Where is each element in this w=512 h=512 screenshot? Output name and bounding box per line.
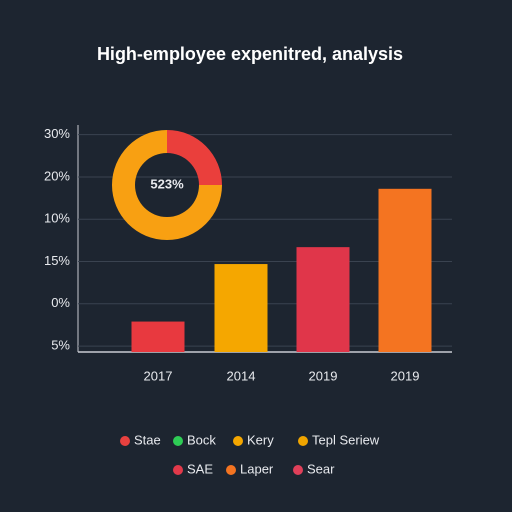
bar xyxy=(214,264,268,352)
donut-slice xyxy=(112,130,222,240)
x-tick-label: 2017 xyxy=(144,368,173,383)
legend-swatch xyxy=(173,465,183,475)
bar xyxy=(378,188,432,352)
y-tick-label: 5% xyxy=(51,338,70,353)
legend-swatch xyxy=(226,465,236,475)
bar xyxy=(131,321,185,352)
x-tick-label: 2014 xyxy=(227,368,256,383)
chart-title: High-employee expenitred, analysis xyxy=(97,44,403,64)
legend-label: Tepl Seriew xyxy=(312,432,380,447)
legend-label: Bock xyxy=(187,432,216,447)
y-tick-label: 10% xyxy=(44,211,70,226)
donut-slice xyxy=(167,130,222,185)
x-tick-label: 2019 xyxy=(391,368,420,383)
legend-label: Sear xyxy=(307,461,335,476)
y-tick-label: 0% xyxy=(51,295,70,310)
x-tick-label: 2019 xyxy=(309,368,338,383)
legend-swatch xyxy=(298,436,308,446)
y-tick-label: 20% xyxy=(44,168,70,183)
legend-swatch xyxy=(120,436,130,446)
legend-label: Laper xyxy=(240,461,274,476)
legend-label: Kery xyxy=(247,432,274,447)
legend-label: Stae xyxy=(134,432,161,447)
legend-label: SAE xyxy=(187,461,213,476)
legend-swatch xyxy=(173,436,183,446)
y-tick-label: 30% xyxy=(44,126,70,141)
bar xyxy=(296,247,350,352)
y-tick-label: 15% xyxy=(44,253,70,268)
donut-label: 523% xyxy=(150,176,184,191)
legend-swatch xyxy=(233,436,243,446)
legend-swatch xyxy=(293,465,303,475)
